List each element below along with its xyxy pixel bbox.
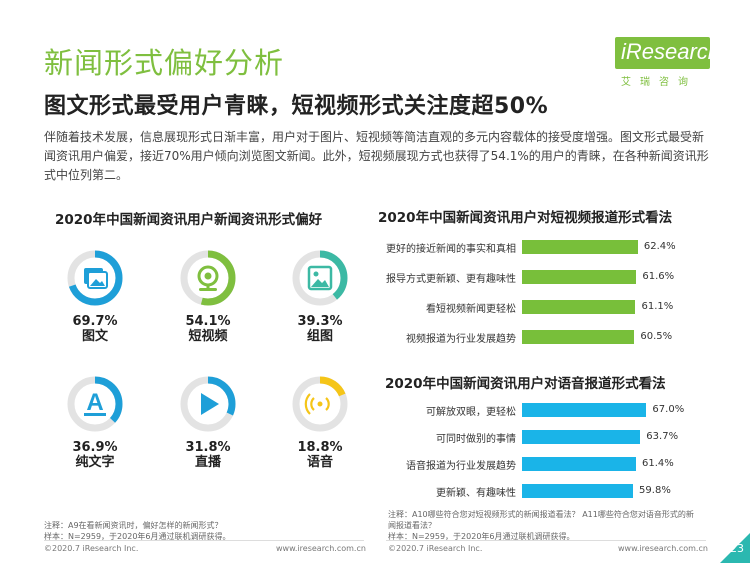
donut-ring: [292, 250, 348, 306]
text-icon: A: [84, 389, 106, 416]
donut-label: 组图: [306, 329, 333, 344]
bar-category-label: 视频报道为行业发展趋势: [406, 334, 516, 345]
image-icon: [84, 268, 108, 289]
donut-value: 69.7%: [72, 314, 118, 329]
donut-ring: A: [67, 376, 123, 432]
donut-item: 31.8% 直播: [168, 372, 248, 471]
svg-text:A: A: [86, 389, 103, 416]
donut-item: 39.3% 组图: [280, 246, 360, 345]
donut-value: 18.8%: [297, 440, 343, 455]
bar-value-label: 63.7%: [646, 431, 679, 442]
footer-divider-left: [44, 540, 364, 541]
bar: [522, 300, 636, 314]
page-subtitle: 图文形式最受用户青睐，短视频形式关注度超50%: [44, 94, 549, 119]
left-note-line2: 样本：N=2959，于2020年6月通过联机调研获得。: [44, 532, 231, 541]
donut-value: 31.8%: [185, 440, 231, 455]
donut-label: 图文: [81, 329, 108, 344]
bar: [522, 430, 641, 444]
footer-website-right[interactable]: www.iresearch.com.cn: [618, 544, 708, 553]
page-number: 23: [730, 542, 744, 555]
donut-ring: [180, 376, 236, 432]
bar-category-label: 可同时做别的事情: [436, 434, 516, 445]
left-note-line1: 注释：A9在看新闻资讯时，偏好怎样的新闻形式？: [44, 521, 223, 530]
camera-icon: [197, 265, 219, 291]
page-title: 新闻形式偏好分析: [44, 46, 285, 80]
bar-value-label: 61.1%: [641, 301, 674, 312]
voice-icon: [304, 393, 330, 415]
donut-label: 语音: [306, 455, 333, 470]
donut-arc: [292, 376, 348, 432]
donut-arc: [180, 250, 236, 306]
bar-value-label: 61.6%: [642, 271, 675, 282]
picture-icon: [307, 265, 333, 291]
donut-arc: [67, 376, 123, 432]
donut-value: 54.1%: [185, 314, 231, 329]
right-note-line2: 闻报道看法？: [388, 521, 436, 530]
play-icon: [201, 393, 219, 415]
donut-section-title: 2020年中国新闻资讯用户新闻资讯形式偏好: [55, 212, 323, 228]
bar: [522, 330, 635, 344]
logo-brand: iResearch: [621, 39, 721, 64]
footer-copyright-left: ©2020.7 iResearch Inc.: [44, 544, 139, 553]
bar-category-label: 更好的接近新闻的事实和真相: [386, 244, 516, 255]
intro-paragraph: 伴随着技术发展，信息展现形式日渐丰富，用户对于图片、短视频等简洁直观的多元内容载…: [44, 130, 709, 182]
donut-ring: [292, 376, 348, 432]
bar: [522, 403, 647, 417]
video-chart-title: 2020年中国新闻资讯用户对短视频报道形式看法: [378, 210, 673, 226]
donut-item: 18.8% 语音: [280, 372, 360, 471]
footer-copyright-right: ©2020.7 iResearch Inc.: [388, 544, 483, 553]
bar: [522, 457, 637, 471]
bar: [522, 270, 637, 284]
right-note: 注释：A10哪些符合您对短视频形式的新闻报道看法？ A11哪些符合您对语音形式的…: [388, 509, 694, 542]
left-note: 注释：A9在看新闻资讯时，偏好怎样的新闻形式？ 样本：N=2959，于2020年…: [44, 520, 231, 542]
bar: [522, 484, 634, 498]
donut-arc: [180, 376, 236, 432]
right-note-line1: 注释：A10哪些符合您对短视频形式的新闻报道看法？ A11哪些符合您对语音形式的…: [388, 510, 694, 519]
corner-decoration: [720, 533, 750, 563]
donut-value: 36.9%: [72, 440, 118, 455]
iresearch-logo: iResearch 艾瑞咨询: [615, 37, 720, 88]
bar-value-label: 67.0%: [652, 404, 685, 415]
donut-ring: [180, 250, 236, 306]
donut-arc: [292, 250, 348, 306]
donut-item: A 36.9% 纯文字: [55, 372, 135, 471]
bar-category-label: 语音报道为行业发展趋势: [406, 461, 516, 472]
bar-value-label: 59.8%: [639, 485, 671, 496]
donut-label: 纯文字: [75, 455, 115, 470]
footer-divider-right: [386, 540, 706, 541]
donut-label: 直播: [194, 455, 221, 470]
footer-website-left[interactable]: www.iresearch.com.cn: [276, 544, 366, 553]
bar-category-label: 可解放双眼，更轻松: [426, 407, 516, 418]
bar-category-label: 看短视频新闻更轻松: [426, 304, 516, 315]
bar-category-label: 更新颖、有趣味性: [436, 488, 516, 499]
donut-item: 54.1% 短视频: [168, 246, 248, 345]
logo-chinese: 艾瑞咨询: [621, 77, 697, 88]
donut-label: 短视频: [188, 329, 228, 344]
donut-value: 39.3%: [297, 314, 343, 329]
voice-chart-title: 2020年中国新闻资讯用户对语音报道形式看法: [385, 376, 666, 392]
bar-value-label: 60.5%: [640, 331, 673, 342]
donut-ring: [67, 250, 123, 306]
bar-value-label: 61.4%: [642, 458, 674, 469]
right-note-line3: 样本：N=2959，于2020年6月通过联机调研获得。: [388, 532, 575, 541]
donut-arc: [67, 250, 123, 306]
bar-value-label: 62.4%: [643, 241, 676, 252]
bar: [522, 240, 638, 254]
bar-category-label: 报导方式更新颖、更有趣味性: [386, 274, 516, 285]
donut-item: 69.7% 图文: [55, 246, 135, 345]
